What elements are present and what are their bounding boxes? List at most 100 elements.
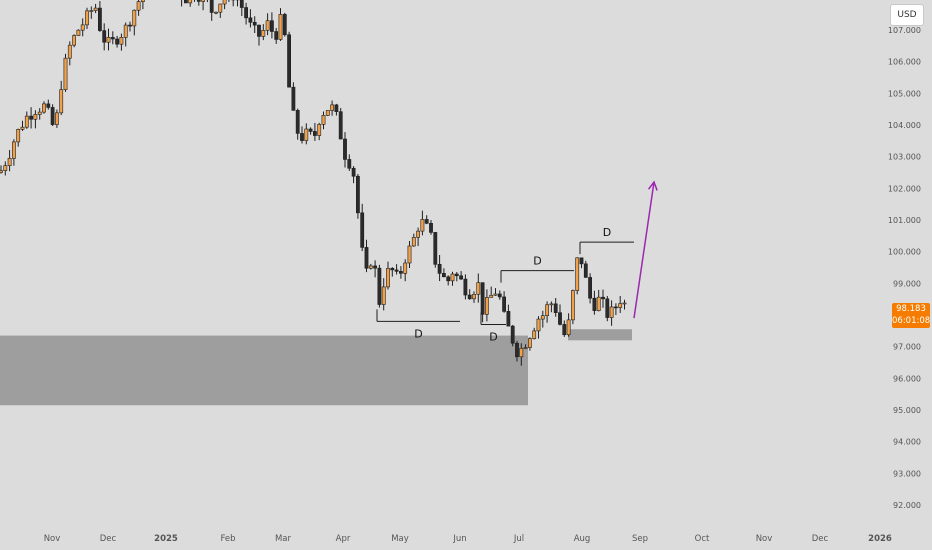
candle-body	[429, 223, 433, 233]
candle-body	[549, 303, 554, 306]
candle-body	[214, 11, 218, 14]
candle-body	[119, 37, 124, 45]
candle-body	[351, 167, 356, 177]
time-axis[interactable]: Nov Dec 2025 Feb Mar Apr May Jun Jul Aug Sep Oct Nov…	[44, 534, 892, 544]
candle-body	[265, 20, 270, 31]
candle-body	[300, 133, 304, 141]
y-tick-label: 93.000	[893, 469, 921, 478]
candle-body	[386, 268, 390, 288]
candle-body	[484, 297, 489, 315]
candle-body	[308, 128, 313, 132]
candle-body	[0, 170, 3, 173]
x-tick-label: Nov	[44, 534, 61, 544]
y-tick-label: 105.000	[888, 89, 921, 98]
x-tick-label: Mar	[275, 534, 292, 544]
candle-body	[437, 263, 442, 274]
candle-body	[29, 115, 34, 120]
candle-body	[59, 89, 64, 114]
candle-body	[330, 104, 335, 111]
y-tick-label: 104.000	[888, 121, 921, 130]
y-tick-label: 102.000	[888, 184, 921, 193]
candle-body	[545, 304, 550, 316]
y-tick-label: 96.000	[893, 374, 921, 383]
candle-body	[540, 315, 545, 320]
candle-body	[3, 165, 8, 171]
level-label-4: D	[603, 226, 611, 239]
candle-body	[244, 7, 249, 19]
candle-body	[67, 44, 72, 59]
candle-body	[424, 219, 429, 224]
x-tick-label: Aug	[574, 534, 591, 544]
candle-body	[85, 10, 89, 26]
candle-body	[222, 0, 227, 5]
candle-body	[115, 38, 120, 45]
candle-body	[558, 312, 562, 325]
x-tick-label: Jul	[513, 534, 524, 544]
candlestick-series	[0, 0, 627, 366]
candle-body	[93, 7, 98, 11]
arrow-shaft	[633, 181, 655, 319]
candle-body	[282, 14, 287, 36]
candle-body	[390, 268, 395, 271]
candle-body	[20, 126, 25, 130]
candle-body	[450, 273, 455, 282]
candle-body	[618, 303, 623, 308]
candle-body	[605, 298, 610, 318]
y-tick-label: 97.000	[893, 343, 921, 352]
level-label-3: D	[533, 255, 541, 268]
candle-body	[480, 282, 485, 315]
candle-body	[407, 245, 412, 264]
candle-body	[411, 237, 416, 247]
candle-body	[325, 110, 330, 116]
candle-body	[454, 273, 459, 277]
candle-body	[338, 111, 343, 140]
candle-body	[76, 29, 81, 36]
y-tick-label: 92.000	[893, 501, 921, 510]
zone-1	[0, 335, 528, 406]
candle-body	[184, 0, 188, 4]
candle-body	[312, 131, 317, 136]
x-tick-label: Nov	[756, 534, 773, 544]
candle-body	[201, 0, 206, 2]
x-tick-label: Oct	[695, 534, 710, 544]
candle-body	[368, 265, 373, 269]
candle-body	[622, 302, 627, 305]
candle-body	[476, 282, 481, 295]
candle-body	[37, 111, 42, 115]
x-tick-label: 2026	[868, 534, 892, 544]
candle-body	[252, 21, 257, 26]
y-tick-label: 95.000	[893, 406, 921, 415]
candle-body	[106, 37, 111, 43]
candle-body	[98, 7, 102, 31]
candle-body	[317, 124, 322, 136]
candle-body	[360, 212, 365, 248]
candle-body	[403, 262, 408, 274]
candle-body	[141, 0, 145, 2]
candle-body	[132, 9, 137, 27]
candle-body	[72, 35, 77, 46]
x-tick-label: Dec	[100, 534, 117, 544]
candle-body	[7, 158, 12, 166]
candle-body	[596, 296, 601, 311]
candle-body	[257, 24, 261, 37]
candle-body	[536, 318, 541, 332]
candle-body	[269, 20, 274, 32]
candle-body	[377, 267, 382, 305]
annotation-lines: D D D D	[376, 226, 634, 344]
price-axis[interactable]: 92.00093.00094.00095.00096.00097.00098.0…	[888, 26, 921, 510]
candle-body	[394, 269, 399, 272]
candle-body	[128, 24, 132, 27]
candle-body	[343, 138, 347, 160]
candle-body	[566, 319, 571, 336]
candle-body	[579, 257, 584, 265]
candle-body	[334, 104, 339, 112]
y-tick-label: 94.000	[893, 438, 921, 447]
x-tick-label: 2025	[154, 534, 178, 544]
currency-badge[interactable]: USD	[890, 4, 924, 26]
candle-body	[239, 0, 244, 8]
candle-body	[218, 3, 223, 13]
candle-body	[278, 14, 283, 40]
candle-body	[347, 159, 352, 169]
candle-body	[33, 114, 38, 120]
